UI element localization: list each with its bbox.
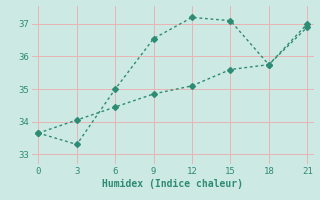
X-axis label: Humidex (Indice chaleur): Humidex (Indice chaleur) — [102, 179, 243, 189]
